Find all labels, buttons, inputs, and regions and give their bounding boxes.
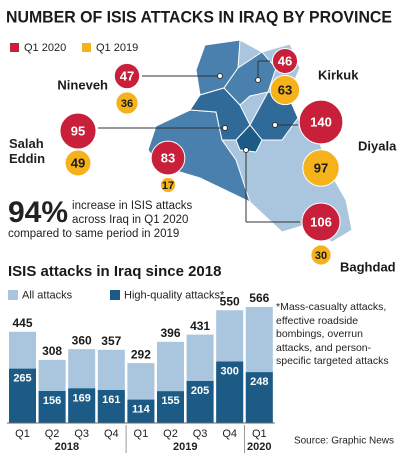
bar bbox=[68, 388, 96, 423]
province-dot bbox=[243, 147, 249, 153]
bar-value-label: 550 bbox=[220, 294, 240, 308]
bubble bbox=[59, 112, 97, 150]
bar bbox=[38, 391, 66, 423]
bar-value-label: 292 bbox=[131, 347, 151, 361]
x-group-label: 2020 bbox=[247, 441, 271, 453]
x-tick-label: Q2 bbox=[45, 428, 60, 440]
bar-value-label: 566 bbox=[249, 291, 269, 305]
footnote: *Mass-casualty attacks, effective roadsi… bbox=[276, 301, 389, 367]
bubble-label: 140 bbox=[310, 114, 332, 129]
legend-swatch bbox=[110, 290, 120, 300]
x-group-label: 2018 bbox=[55, 441, 79, 453]
bubble bbox=[301, 202, 341, 242]
province-baghdad bbox=[235, 124, 263, 153]
bubble bbox=[310, 244, 332, 266]
province-label: Kirkuk bbox=[318, 67, 359, 82]
bubble-label: 97 bbox=[314, 160, 328, 175]
x-tick-label: Q1 bbox=[15, 428, 30, 440]
legend-label: High-quality attacks* bbox=[124, 289, 225, 301]
bar-value-label: 155 bbox=[161, 395, 179, 407]
province-kirkuk bbox=[223, 51, 277, 106]
bar-value-label: 445 bbox=[12, 316, 32, 330]
province-dot bbox=[217, 73, 223, 79]
bar bbox=[186, 380, 214, 423]
bar-value-label: 357 bbox=[101, 334, 121, 348]
legend-label: All attacks bbox=[22, 289, 73, 301]
bubble bbox=[302, 149, 340, 187]
chart-title: NUMBER OF ISIS ATTACKS IN IRAQ BY PROVIN… bbox=[6, 7, 392, 26]
bar-value-label: 396 bbox=[160, 326, 180, 340]
bar bbox=[127, 399, 155, 423]
province-dot bbox=[272, 122, 278, 128]
bubble-label: 83 bbox=[161, 150, 175, 165]
bubble bbox=[298, 99, 344, 145]
map bbox=[147, 39, 353, 243]
province-dot bbox=[255, 77, 261, 83]
annotation-text: increase in ISIS attacks across Iraq in … bbox=[8, 200, 193, 240]
bubble-label: 63 bbox=[278, 82, 292, 97]
annotation-figure: 94% bbox=[8, 196, 69, 229]
bubble bbox=[115, 91, 139, 115]
bar bbox=[216, 361, 244, 423]
bubble-label: 46 bbox=[278, 53, 292, 68]
province-dot bbox=[222, 125, 228, 131]
legend-swatch bbox=[82, 43, 91, 52]
x-tick-label: Q1 bbox=[134, 428, 149, 440]
x-tick-label: Q3 bbox=[193, 428, 208, 440]
bubble-label: 95 bbox=[71, 123, 85, 138]
province-anbar bbox=[147, 109, 251, 203]
province-label: Baghdad bbox=[340, 259, 396, 274]
x-tick-label: Q3 bbox=[74, 428, 89, 440]
bar-value-label: 205 bbox=[191, 385, 209, 397]
bar bbox=[9, 368, 36, 423]
province-label: Salah Eddin bbox=[9, 136, 46, 166]
bar-value-label: 169 bbox=[73, 392, 91, 404]
bubble-label: 106 bbox=[310, 214, 332, 229]
bubble bbox=[150, 140, 186, 176]
bubble-label: 47 bbox=[120, 68, 134, 83]
x-tick-label: Q2 bbox=[163, 428, 178, 440]
bubble-label: 36 bbox=[121, 98, 133, 110]
province-label: Anbar bbox=[118, 154, 156, 169]
bubble bbox=[64, 149, 92, 177]
bar-chart-title: ISIS attacks in Iraq since 2018 bbox=[8, 263, 221, 280]
bubble bbox=[159, 176, 177, 194]
leader-lines bbox=[98, 60, 300, 223]
bar-value-label: 114 bbox=[132, 404, 151, 416]
x-tick-label: Q4 bbox=[222, 428, 237, 440]
bar-value-label: 308 bbox=[42, 344, 62, 358]
bar-value-label: 161 bbox=[102, 394, 120, 406]
bubble bbox=[271, 47, 299, 75]
bubble-label: 49 bbox=[71, 155, 85, 170]
bubble-label: 30 bbox=[315, 250, 327, 262]
bubble bbox=[113, 62, 141, 90]
legend-swatch bbox=[10, 43, 19, 52]
bar-value-label: 156 bbox=[43, 395, 61, 407]
province-label: Nineveh bbox=[57, 77, 108, 92]
bubble-label: 17 bbox=[162, 180, 174, 192]
province-label: Diyala bbox=[358, 138, 397, 153]
bar-value-label: 431 bbox=[190, 319, 210, 333]
bar bbox=[97, 389, 125, 423]
bar-value-label: 300 bbox=[221, 365, 239, 377]
annotation: 94% increase in ISIS attacks across Iraq… bbox=[8, 196, 204, 241]
legend-label: Q1 2019 bbox=[96, 42, 138, 54]
bar-value-label: 360 bbox=[72, 333, 92, 347]
x-tick-label: Q1 bbox=[252, 428, 267, 440]
bar-value-label: 265 bbox=[13, 373, 31, 385]
bar-value-label: 248 bbox=[250, 376, 268, 388]
bar bbox=[245, 372, 273, 423]
source: Source: Graphic News bbox=[294, 436, 394, 447]
x-tick-label: Q4 bbox=[104, 428, 119, 440]
x-group-label: 2019 bbox=[173, 441, 197, 453]
bubble bbox=[269, 74, 301, 106]
legend-swatch bbox=[8, 290, 18, 300]
bar bbox=[157, 391, 184, 423]
legend-label: Q1 2020 bbox=[24, 42, 66, 54]
